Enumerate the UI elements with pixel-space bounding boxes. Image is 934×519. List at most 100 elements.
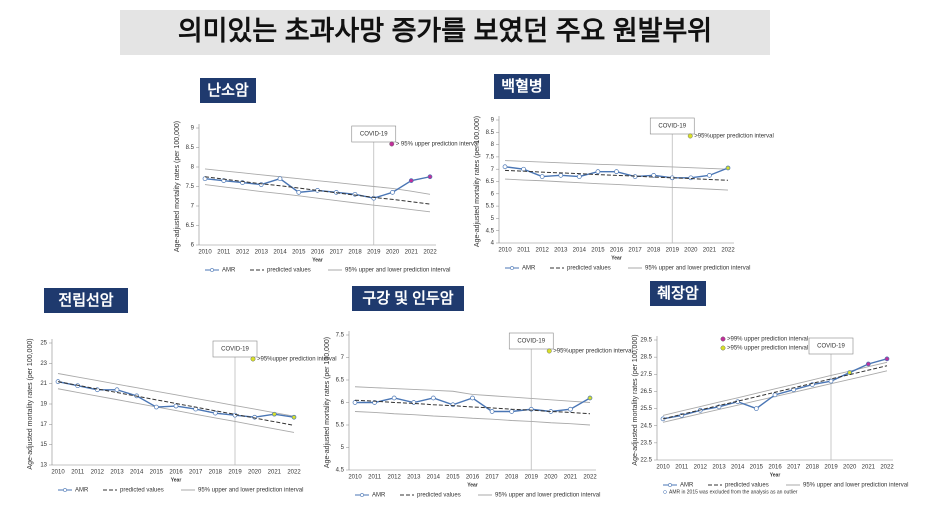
legend-label: predicted values [567, 266, 611, 272]
x-tick-label: 2016 [466, 475, 480, 481]
x-tick-label: 2019 [824, 465, 838, 471]
y-tick-label: 4 [491, 241, 495, 247]
covid-label: COVID-19 [817, 344, 845, 350]
y-tick-label: 8.5 [486, 130, 495, 136]
y-tick-label: 7 [491, 167, 495, 173]
x-tick-label: 2018 [209, 470, 223, 476]
y-tick-label: 6.5 [336, 378, 345, 384]
y-tick-label: 5 [491, 216, 495, 222]
note-marker [663, 490, 667, 494]
legend-label: 95% upper and lower prediction interval [803, 483, 908, 489]
amr-line [57, 380, 295, 418]
legend-label: 95% upper and lower prediction interval [495, 493, 600, 499]
y-tick-label: 13 [40, 463, 47, 469]
x-tick-label: 2012 [694, 465, 708, 471]
y-tick-label: 19 [40, 402, 47, 408]
x-tick-label: 2011 [675, 465, 689, 471]
title-badge [352, 286, 464, 311]
legend-label: AMR [222, 268, 236, 274]
legend-label: AMR [680, 483, 694, 489]
amr-point [271, 411, 277, 417]
marker-legend-dot [687, 133, 693, 139]
x-tick-label: 2017 [485, 475, 499, 481]
covid-box [508, 332, 554, 350]
x-tick-label: 2020 [544, 475, 558, 481]
covid-label: COVID-19 [658, 124, 686, 130]
amr-point [558, 173, 564, 178]
x-tick-label: 2014 [130, 470, 144, 476]
x-tick-label: 2014 [273, 250, 287, 256]
amr-point [828, 378, 834, 384]
y-axis-label: Age-adjusted mortality rates (per 100,00… [474, 116, 481, 247]
x-tick-label: 2017 [787, 465, 801, 471]
x-tick-label: 2018 [647, 248, 661, 254]
y-tick-label: 5.5 [486, 204, 495, 210]
title-badge [650, 281, 706, 306]
x-tick-label: 2012 [236, 250, 250, 256]
x-tick-label: 2010 [656, 465, 670, 471]
legend-label: AMR [75, 488, 89, 494]
amr-point [202, 176, 208, 182]
amr-line [204, 176, 431, 199]
x-tick-label: 2011 [217, 250, 231, 256]
amr-point [391, 395, 397, 401]
x-tick-label: 2015 [292, 250, 306, 256]
y-tick-label: 22.5 [640, 458, 652, 464]
marker-legend-dot [546, 348, 552, 354]
y-tick-label: 8 [191, 165, 195, 171]
x-tick-label: 2018 [348, 250, 362, 256]
x-tick-label: 2018 [806, 465, 820, 471]
y-axis-label: Age-adjusted mortality rates (per 100,00… [324, 337, 331, 468]
amr-point [430, 395, 436, 401]
amr-point [489, 409, 495, 414]
x-tick-label: 2022 [880, 465, 894, 471]
predicted-line [662, 365, 888, 420]
marker-legend-label: >99% upper prediction interval [727, 337, 808, 343]
amr-point [521, 166, 526, 172]
predicted-line [57, 381, 295, 426]
y-tick-label: 8.5 [186, 145, 195, 151]
chart-title: 구강 및 인두암 [362, 289, 453, 307]
y-tick-label: 7 [191, 204, 195, 210]
x-tick-label: 2020 [843, 465, 857, 471]
amr-point [632, 174, 638, 179]
amr-point [427, 174, 433, 180]
x-axis-label: Year [171, 477, 182, 483]
amr-point [114, 387, 120, 393]
legend-label: predicted values [120, 488, 164, 494]
legend-marker [210, 268, 214, 272]
y-tick-label: 8 [491, 142, 495, 148]
y-tick-label: 23 [40, 361, 47, 367]
x-tick-label: 2013 [255, 250, 269, 256]
amr-point [173, 403, 179, 409]
predicted-line [504, 169, 729, 181]
covid-label: COVID-19 [221, 347, 249, 353]
marker-legend-label: >95%upper prediction interval [553, 349, 633, 355]
y-tick-label: 6.5 [486, 179, 495, 185]
y-tick-label: 17 [40, 422, 47, 428]
upper-interval [504, 160, 729, 170]
y-tick-label: 5 [341, 445, 345, 451]
amr-point [408, 178, 414, 183]
chart-title: 난소암 [207, 81, 249, 99]
amr-point [707, 173, 712, 178]
x-tick-label: 2016 [311, 250, 325, 256]
x-axis-label: Year [312, 257, 323, 263]
x-tick-label: 2022 [287, 470, 301, 476]
amr-point [595, 169, 601, 175]
x-tick-label: 2021 [268, 470, 282, 476]
y-tick-label: 9 [491, 118, 495, 124]
amr-point [865, 361, 871, 367]
x-tick-label: 2016 [768, 465, 782, 471]
x-tick-label: 2014 [573, 248, 587, 254]
x-tick-label: 2021 [405, 250, 419, 256]
x-tick-label: 2019 [228, 470, 242, 476]
legend-label: predicted values [725, 483, 769, 489]
x-tick-label: 2017 [330, 250, 344, 256]
y-axis-label: Age-adjusted mortality rates (per 100,00… [174, 121, 181, 252]
y-tick-label: 6 [191, 243, 195, 249]
legend-label: predicted values [267, 268, 311, 274]
y-tick-label: 9 [191, 126, 195, 132]
amr-point [884, 356, 890, 362]
